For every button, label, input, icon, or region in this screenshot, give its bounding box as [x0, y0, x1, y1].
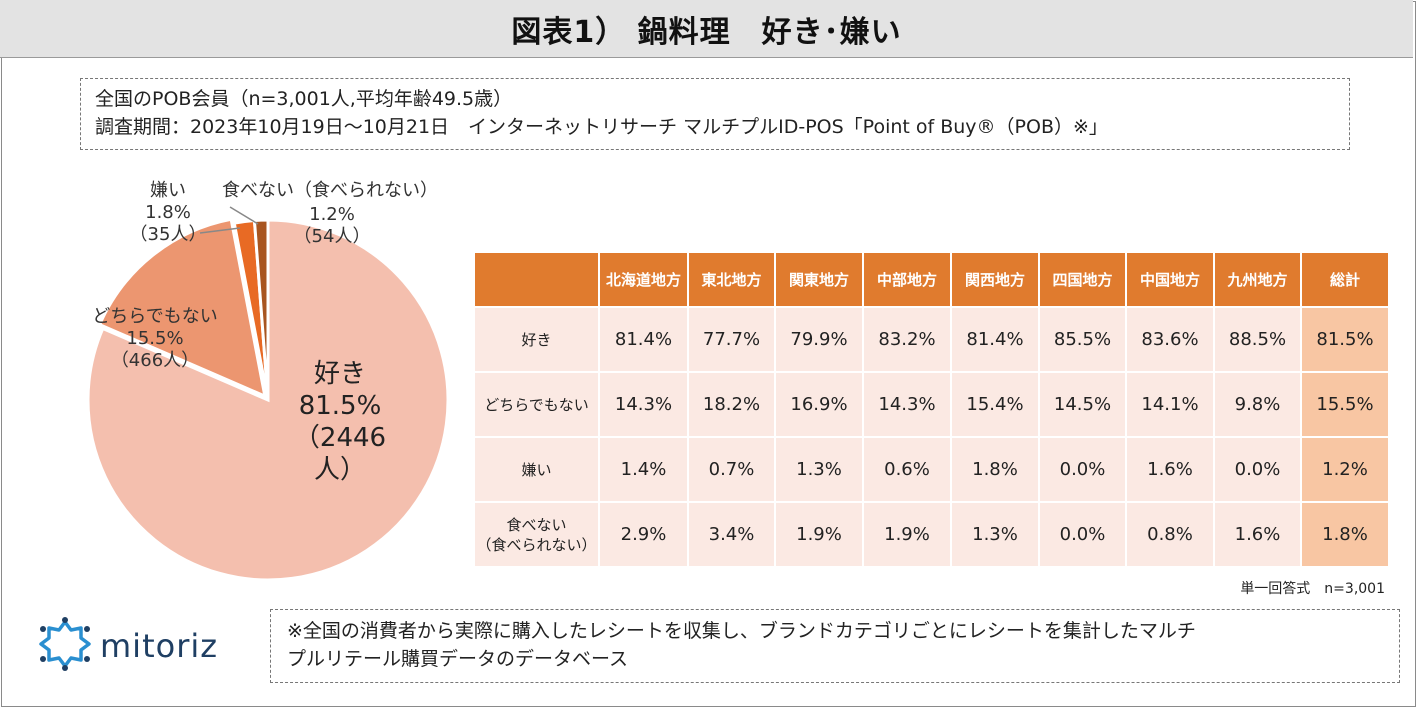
- table-cell: 85.5%: [1038, 306, 1127, 373]
- pie-label-cannot-pct: 1.2%: [309, 204, 355, 225]
- pie-label-like-count-a: （2446: [293, 423, 387, 453]
- table-cell: 88.5%: [1213, 306, 1302, 373]
- table-cell: 14.3%: [598, 371, 689, 438]
- row-label: 好き: [473, 306, 600, 373]
- row-label-text: 好き: [521, 330, 552, 349]
- table-cell: 1.9%: [862, 501, 952, 568]
- table-cell: 1.9%: [774, 501, 864, 568]
- survey-line-1: 全国のPOB会員（n=3,001人,平均年齢49.5歳）: [95, 88, 513, 110]
- row-label: 嫌い: [473, 436, 600, 503]
- table-cell: 0.7%: [687, 436, 776, 503]
- region-table: 北海道地方 東北地方 関東地方 中部地方 関西地方 四国地方 中国地方 九州地方…: [473, 251, 1390, 568]
- pie-label-like-name: 好き: [313, 359, 366, 389]
- column-header-total: 総計: [1300, 251, 1390, 308]
- pie-label-like: 好き 81.5% （2446 人）: [280, 358, 400, 486]
- table-cell: 14.1%: [1125, 371, 1215, 438]
- table-cell: 0.6%: [862, 436, 952, 503]
- page-title: 図表1） 鍋料理 好き･嫌い: [511, 14, 902, 50]
- footnote-line-1: ※全国の消費者から実際に購入したレシートを収集し、ブランドカテゴリごとにレシート…: [287, 620, 1196, 642]
- table-cell: 83.2%: [862, 306, 952, 373]
- pie-label-neutral-count: （466人）: [110, 350, 200, 371]
- pie-slice-neutral: [97, 217, 267, 399]
- column-header: 四国地方: [1038, 251, 1127, 308]
- pie-slice-cannot: [252, 218, 270, 401]
- pie-label-dislike-name: 嫌い: [150, 180, 186, 201]
- column-header: 九州地方: [1213, 251, 1302, 308]
- table-cell-total: 1.8%: [1300, 501, 1390, 568]
- table-cell: 1.8%: [950, 436, 1040, 503]
- pie-label-like-pct: 81.5%: [298, 391, 382, 421]
- table-cell: 18.2%: [687, 371, 776, 438]
- pie-label-dislike-count: （35人）: [129, 224, 207, 245]
- pie-label-neutral-pct: 15.5%: [126, 328, 184, 349]
- table-cell: 1.4%: [598, 436, 689, 503]
- table-cell: 81.4%: [598, 306, 689, 373]
- table-cell: 14.5%: [1038, 371, 1127, 438]
- table-cell-total: 1.2%: [1300, 436, 1390, 503]
- column-header: 中国地方: [1125, 251, 1215, 308]
- table-corner-cell: [473, 251, 600, 308]
- table-cell: 0.0%: [1213, 436, 1302, 503]
- table-cell: 79.9%: [774, 306, 864, 373]
- table-cell: 14.3%: [862, 371, 952, 438]
- pie-label-cannot-count: （54人）: [293, 226, 371, 247]
- table-row: どちらでもない 14.3% 18.2% 16.9% 14.3% 15.4% 14.5% 14.…: [473, 371, 1390, 438]
- column-header: 東北地方: [687, 251, 776, 308]
- table-cell: 77.7%: [687, 306, 776, 373]
- row-label-text: 食べない: [506, 515, 567, 534]
- survey-line-2: 調査期間：2023年10月19日～10月21日 インターネットリサーチ マルチプ…: [95, 116, 1108, 138]
- leader-line-cannot: [229, 206, 259, 225]
- table-cell: 81.4%: [950, 306, 1040, 373]
- pie-label-dislike: 嫌い 1.8% （35人）: [128, 180, 208, 246]
- table-cell: 3.4%: [687, 501, 776, 568]
- table-cell-total: 81.5%: [1300, 306, 1390, 373]
- table-cell: 2.9%: [598, 501, 689, 568]
- table-cell: 0.8%: [1125, 501, 1215, 568]
- table-row: 食べない （食べられない） 2.9% 3.4% 1.9% 1.9% 1.3% 0.0% 0.8%…: [473, 501, 1390, 568]
- mitoriz-logo-icon: [36, 616, 94, 676]
- row-label-text: どちらでもない: [484, 395, 589, 414]
- table-cell: 1.3%: [950, 501, 1040, 568]
- row-label-text: 嫌い: [521, 460, 552, 479]
- survey-info-box: 全国のPOB会員（n=3,001人,平均年齢49.5歳） 調査期間：2023年1…: [80, 78, 1350, 150]
- pie-label-cannot: 1.2% （54人）: [292, 204, 372, 248]
- footnote-line-2: プルリテール購買データのデータベース: [287, 648, 629, 670]
- table-cell: 1.3%: [774, 436, 864, 503]
- column-header: 関西地方: [950, 251, 1040, 308]
- table-cell: 83.6%: [1125, 306, 1215, 373]
- column-header: 関東地方: [774, 251, 864, 308]
- pie-leader-lines: [199, 206, 259, 234]
- pie-label-neutral-name: どちらでもない: [92, 306, 218, 327]
- table-cell: 9.8%: [1213, 371, 1302, 438]
- row-label-subtext: （食べられない）: [476, 535, 597, 554]
- pie-label-dislike-pct: 1.8%: [145, 202, 191, 223]
- table-cell: 0.0%: [1038, 501, 1127, 568]
- row-label: 食べない （食べられない）: [473, 501, 600, 568]
- table-cell: 15.4%: [950, 371, 1040, 438]
- table-row: 嫌い 1.4% 0.7% 1.3% 0.6% 1.8% 0.0% 1.6% 0.0% 1.2%: [473, 436, 1390, 503]
- pie-label-cannot-name: 食べない（食べられない）: [222, 180, 438, 201]
- pie-label-neutral: どちらでもない 15.5% （466人）: [70, 306, 240, 372]
- row-label: どちらでもない: [473, 371, 600, 438]
- mitoriz-logo: mitoriz: [36, 616, 218, 676]
- table-cell: 0.0%: [1038, 436, 1127, 503]
- sample-size-note: 単一回答式 n=3,001: [1240, 581, 1385, 597]
- leader-line-dislike: [199, 227, 241, 234]
- table-cell: 1.6%: [1213, 501, 1302, 568]
- title-bar: 図表1） 鍋料理 好き･嫌い: [0, 0, 1413, 58]
- table-cell: 1.6%: [1125, 436, 1215, 503]
- column-header: 北海道地方: [598, 251, 689, 308]
- pie-chart: [86, 206, 450, 582]
- table-cell: 16.9%: [774, 371, 864, 438]
- pie-label-like-count-b: 人）: [313, 455, 366, 485]
- table-cell-total: 15.5%: [1300, 371, 1390, 438]
- column-header: 中部地方: [862, 251, 952, 308]
- logo-text: mitoriz: [100, 627, 219, 665]
- table-header-row: 北海道地方 東北地方 関東地方 中部地方 関西地方 四国地方 中国地方 九州地方…: [473, 251, 1390, 308]
- pie-slices: [86, 217, 450, 582]
- table-row: 好き 81.4% 77.7% 79.9% 83.2% 81.4% 85.5% 83.6% 88.…: [473, 306, 1390, 373]
- footnote-box: ※全国の消費者から実際に購入したレシートを収集し、ブランドカテゴリごとにレシート…: [270, 609, 1400, 683]
